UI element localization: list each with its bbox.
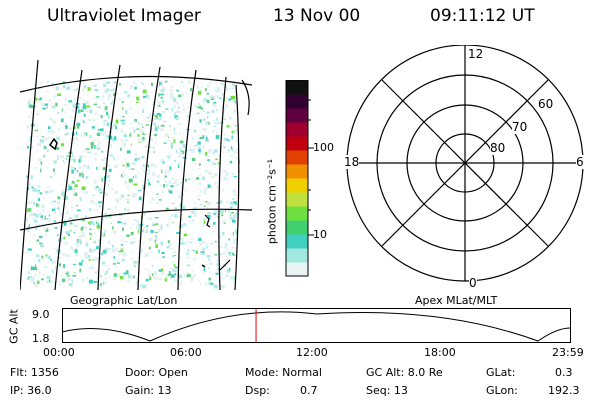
instrument-title: Ultraviolet Imager — [47, 6, 201, 26]
longitude-line — [241, 79, 250, 116]
glat-label: GLat: — [486, 366, 516, 379]
colorbar-segment — [286, 262, 308, 277]
coastline — [204, 214, 211, 228]
colorbar-segment — [286, 206, 308, 221]
colorbar-segment — [286, 136, 308, 151]
colorbar-tick-100: 100 — [313, 141, 334, 154]
timeline-tick-3: 18:00 — [424, 346, 456, 359]
colorbar-segment — [286, 122, 308, 137]
altitude-timeline — [62, 308, 571, 343]
longitude-line — [20, 59, 39, 290]
timeline-tick-2: 12:00 — [296, 346, 328, 359]
coastline — [48, 137, 58, 151]
ip-value: IP: 36.0 — [10, 384, 52, 397]
longitude-line — [97, 64, 121, 290]
mlt-label-12: 12 — [468, 47, 484, 61]
colorbar-segment — [286, 234, 308, 249]
colorbar-segment — [286, 192, 308, 207]
timeline-tick-1: 06:00 — [170, 346, 202, 359]
timeline-tick-4: 23:59 — [552, 346, 584, 359]
longitude-line — [177, 69, 197, 290]
colorbar-segment — [286, 164, 308, 179]
longitude-line — [54, 69, 83, 290]
altitude-axis-label: GC Alt — [7, 309, 21, 344]
colorbar-segment — [286, 80, 308, 95]
mlt-meridian — [381, 79, 549, 247]
latitude-line — [20, 208, 252, 231]
colorbar-segment — [286, 108, 308, 123]
dsp-label: Dsp: — [245, 384, 270, 397]
sequence-value: Seq: 13 — [366, 384, 408, 397]
colorbar — [285, 80, 314, 277]
flight-number: Flt: 1356 — [10, 366, 59, 379]
colorbar-segment — [286, 150, 308, 165]
longitude-line — [218, 76, 227, 290]
glon-label: GLon: — [486, 384, 518, 397]
colorbar-tick-10: 10 — [313, 228, 327, 241]
time-label: 09:11:12 UT — [430, 6, 535, 26]
mlt-label-6: 6 — [576, 155, 584, 169]
colorbar-unit-label: photon cm⁻²s⁻¹ — [265, 158, 279, 245]
coastline — [201, 264, 206, 268]
mode-value: Mode: Normal — [245, 366, 322, 379]
mlt-label-0: 0 — [469, 276, 477, 290]
dsp-value: 0.7 — [300, 384, 318, 397]
earth-limb — [234, 84, 240, 290]
coastline — [219, 259, 231, 271]
geographic-image-panel — [20, 59, 252, 290]
auroral-intensity-pixels — [25, 80, 240, 289]
mlat-label-70: 70 — [512, 120, 528, 134]
longitude-line — [137, 66, 161, 290]
date-label: 13 Nov 00 — [273, 6, 361, 26]
polar-mlt-plot — [346, 45, 584, 282]
colorbar-segment — [286, 220, 308, 235]
door-status: Door: Open — [125, 366, 188, 379]
colorbar-segment — [286, 94, 308, 109]
mlat-label-60: 60 — [538, 97, 554, 111]
latitude-line — [20, 75, 252, 93]
mlat-label-80: 80 — [490, 141, 506, 155]
altitude-max-label: 9.0 — [32, 308, 50, 321]
glat-value: 0.3 — [555, 366, 573, 379]
gain-value: Gain: 13 — [125, 384, 172, 397]
glon-value: 192.3 — [548, 384, 580, 397]
geographic-panel-label: Geographic Lat/Lon — [70, 294, 178, 307]
timeline-tick-0: 00:00 — [43, 346, 75, 359]
apex-panel-label: Apex MLat/MLT — [415, 294, 498, 307]
mlt-label-18: 18 — [344, 155, 360, 169]
altitude-curve — [62, 311, 571, 342]
colorbar-segment — [286, 248, 308, 263]
gc-alt-value: GC Alt: 8.0 Re — [366, 366, 443, 379]
colorbar-segment — [286, 178, 308, 193]
altitude-min-label: 1.8 — [32, 332, 50, 345]
